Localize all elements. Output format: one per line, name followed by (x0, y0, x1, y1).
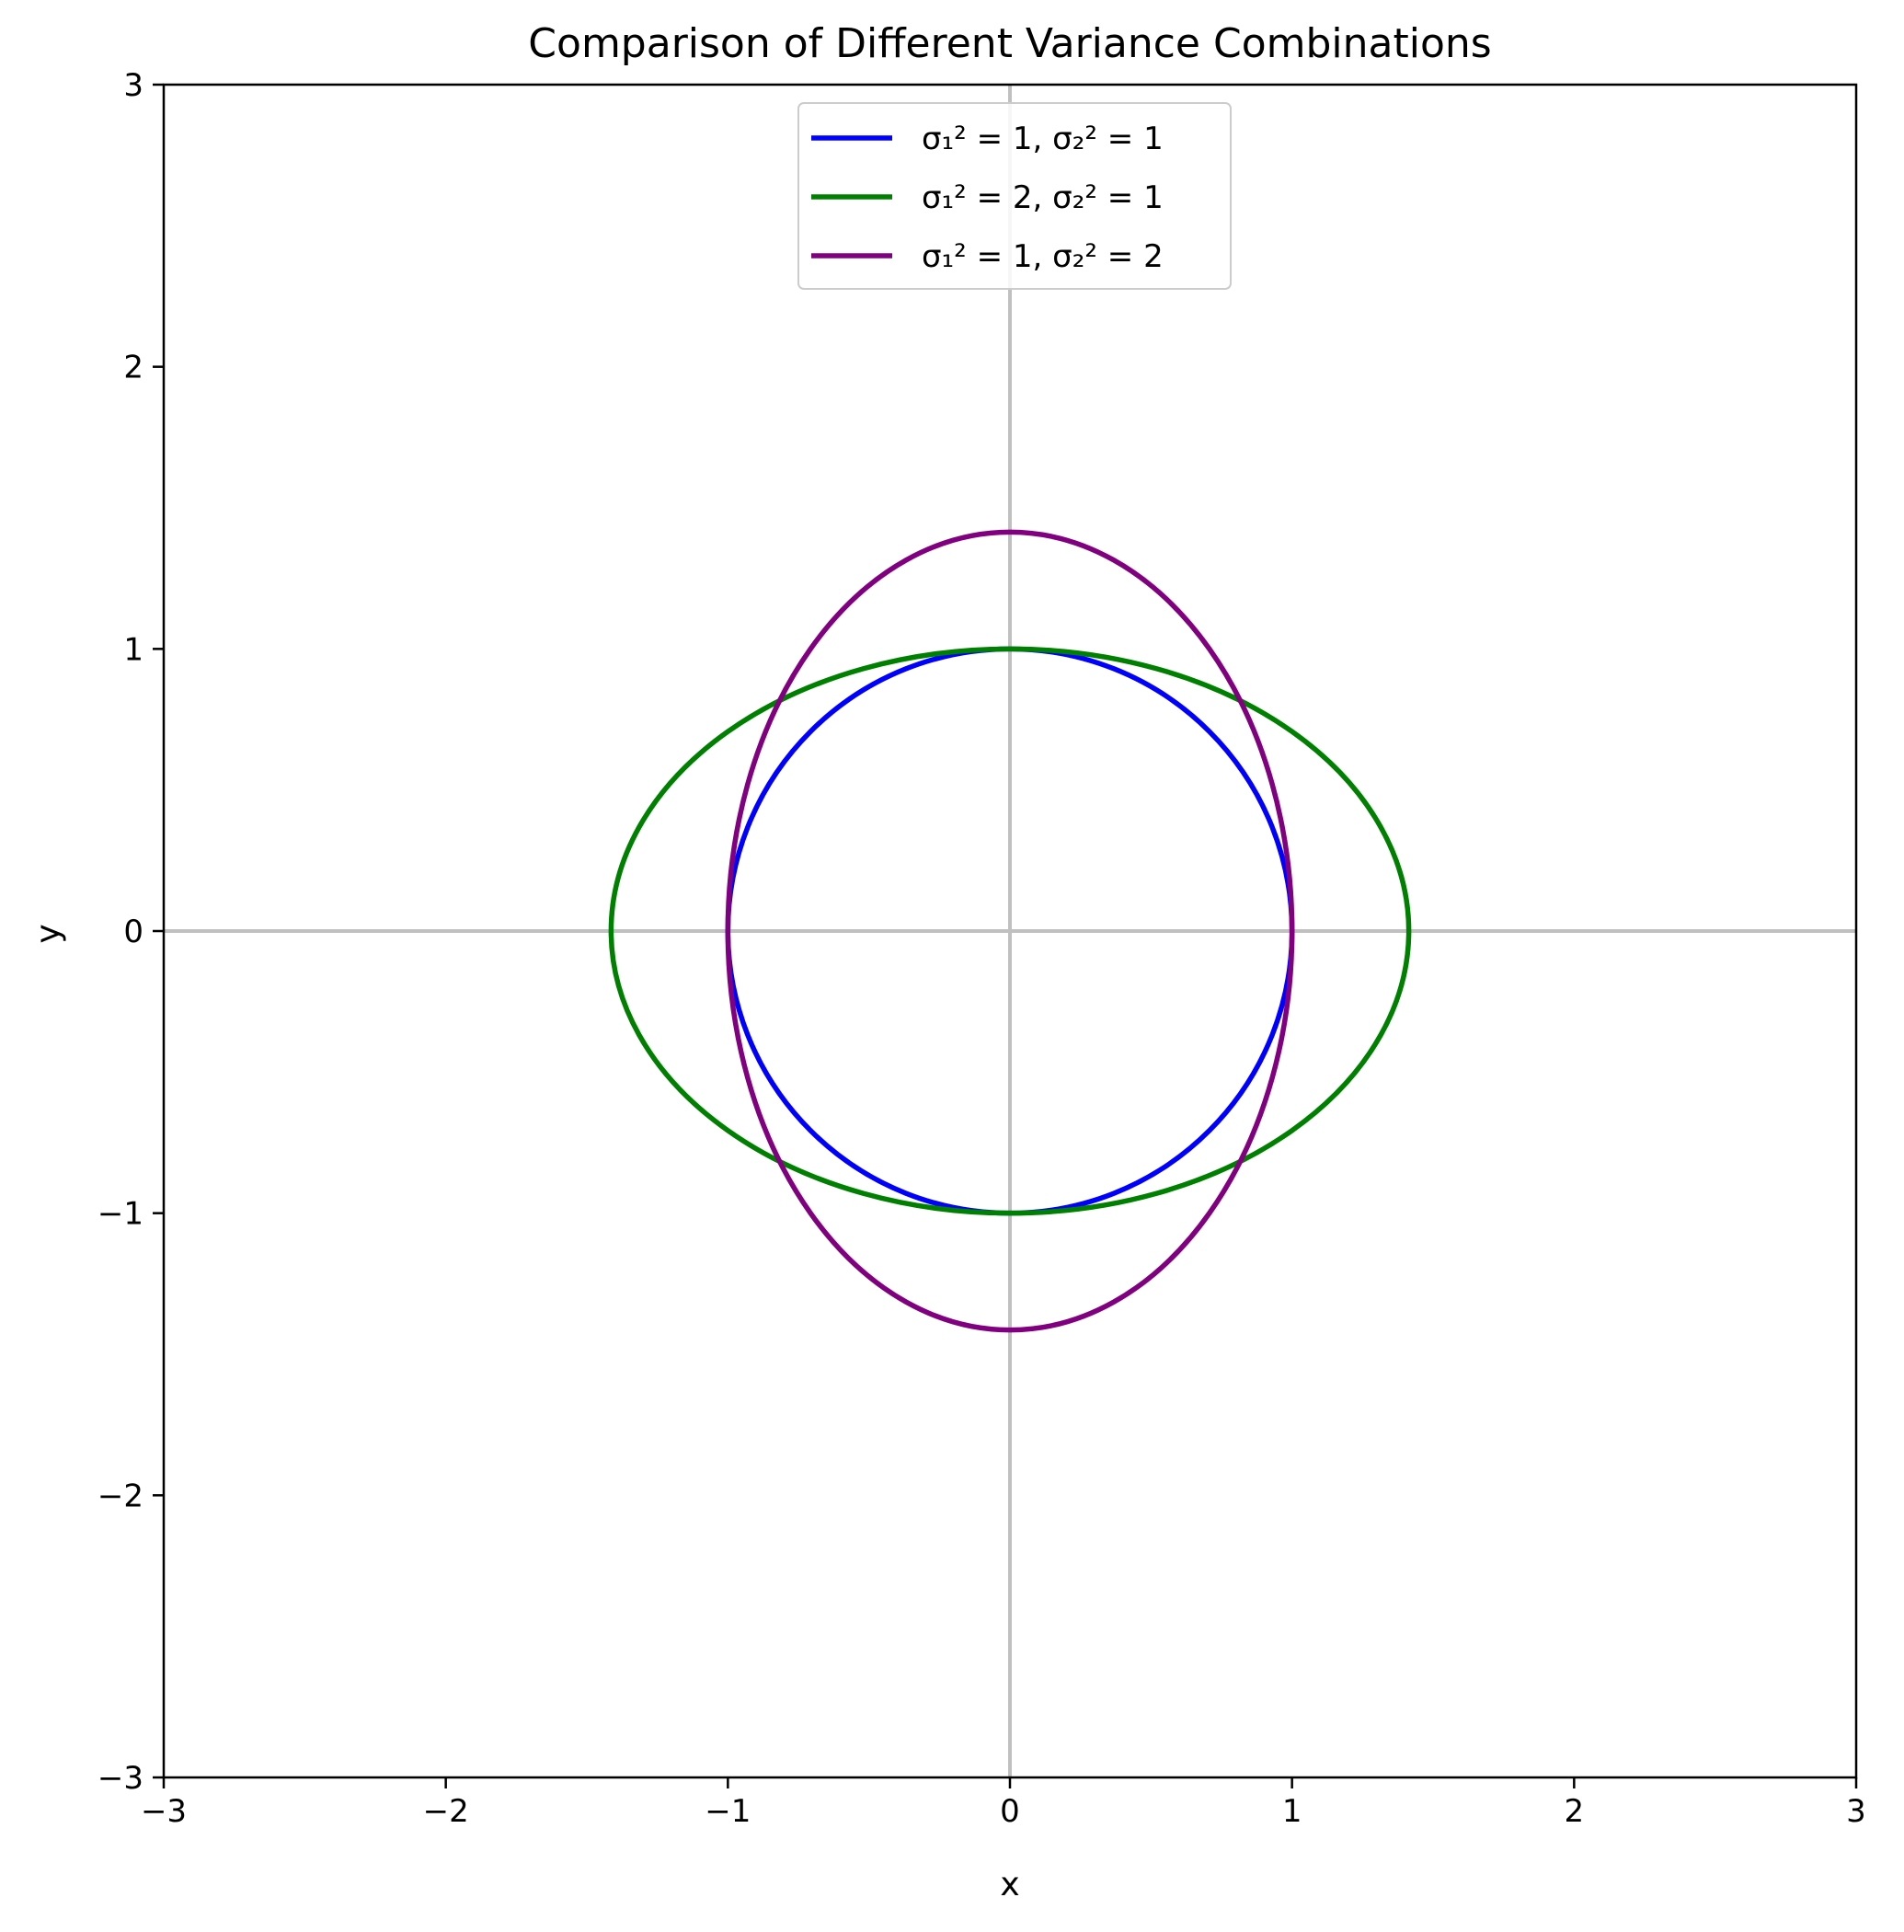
x-axis-label: x (1000, 1866, 1019, 1903)
y-tick-label: 2 (123, 350, 143, 386)
chart-title: Comparison of Different Variance Combina… (528, 20, 1491, 67)
x-tick-label: 3 (1846, 1793, 1866, 1830)
y-tick-label: −1 (97, 1196, 143, 1233)
series-line-2 (608, 646, 1412, 1216)
x-tick-label: −2 (423, 1793, 469, 1830)
y-tick-label: −3 (97, 1760, 143, 1797)
legend-box (797, 102, 1232, 290)
legend: σ₁² = 1, σ₂² = 1 σ₁² = 2, σ₂² = 1 σ₁² = 1,… (797, 102, 1232, 290)
x-tick-label: 2 (1565, 1793, 1585, 1830)
legend-entry: σ₁² = 2, σ₂² = 1 (922, 179, 1164, 216)
y-axis-label: y (29, 924, 67, 943)
x-tick-label: 0 (1000, 1793, 1020, 1830)
y-tick-label: −2 (97, 1478, 143, 1514)
x-tick-label: 1 (1282, 1793, 1302, 1830)
x-tick-label: −3 (141, 1793, 187, 1830)
legend-entry: σ₁² = 1, σ₂² = 2 (922, 238, 1164, 275)
legend-entry: σ₁² = 1, σ₂² = 1 (922, 121, 1164, 157)
y-tick-label: 3 (123, 67, 143, 104)
y-tick-label: 1 (123, 631, 143, 668)
series-line-3 (725, 529, 1295, 1333)
y-tick-label: 0 (123, 914, 143, 950)
x-tick-label: −1 (705, 1793, 751, 1830)
